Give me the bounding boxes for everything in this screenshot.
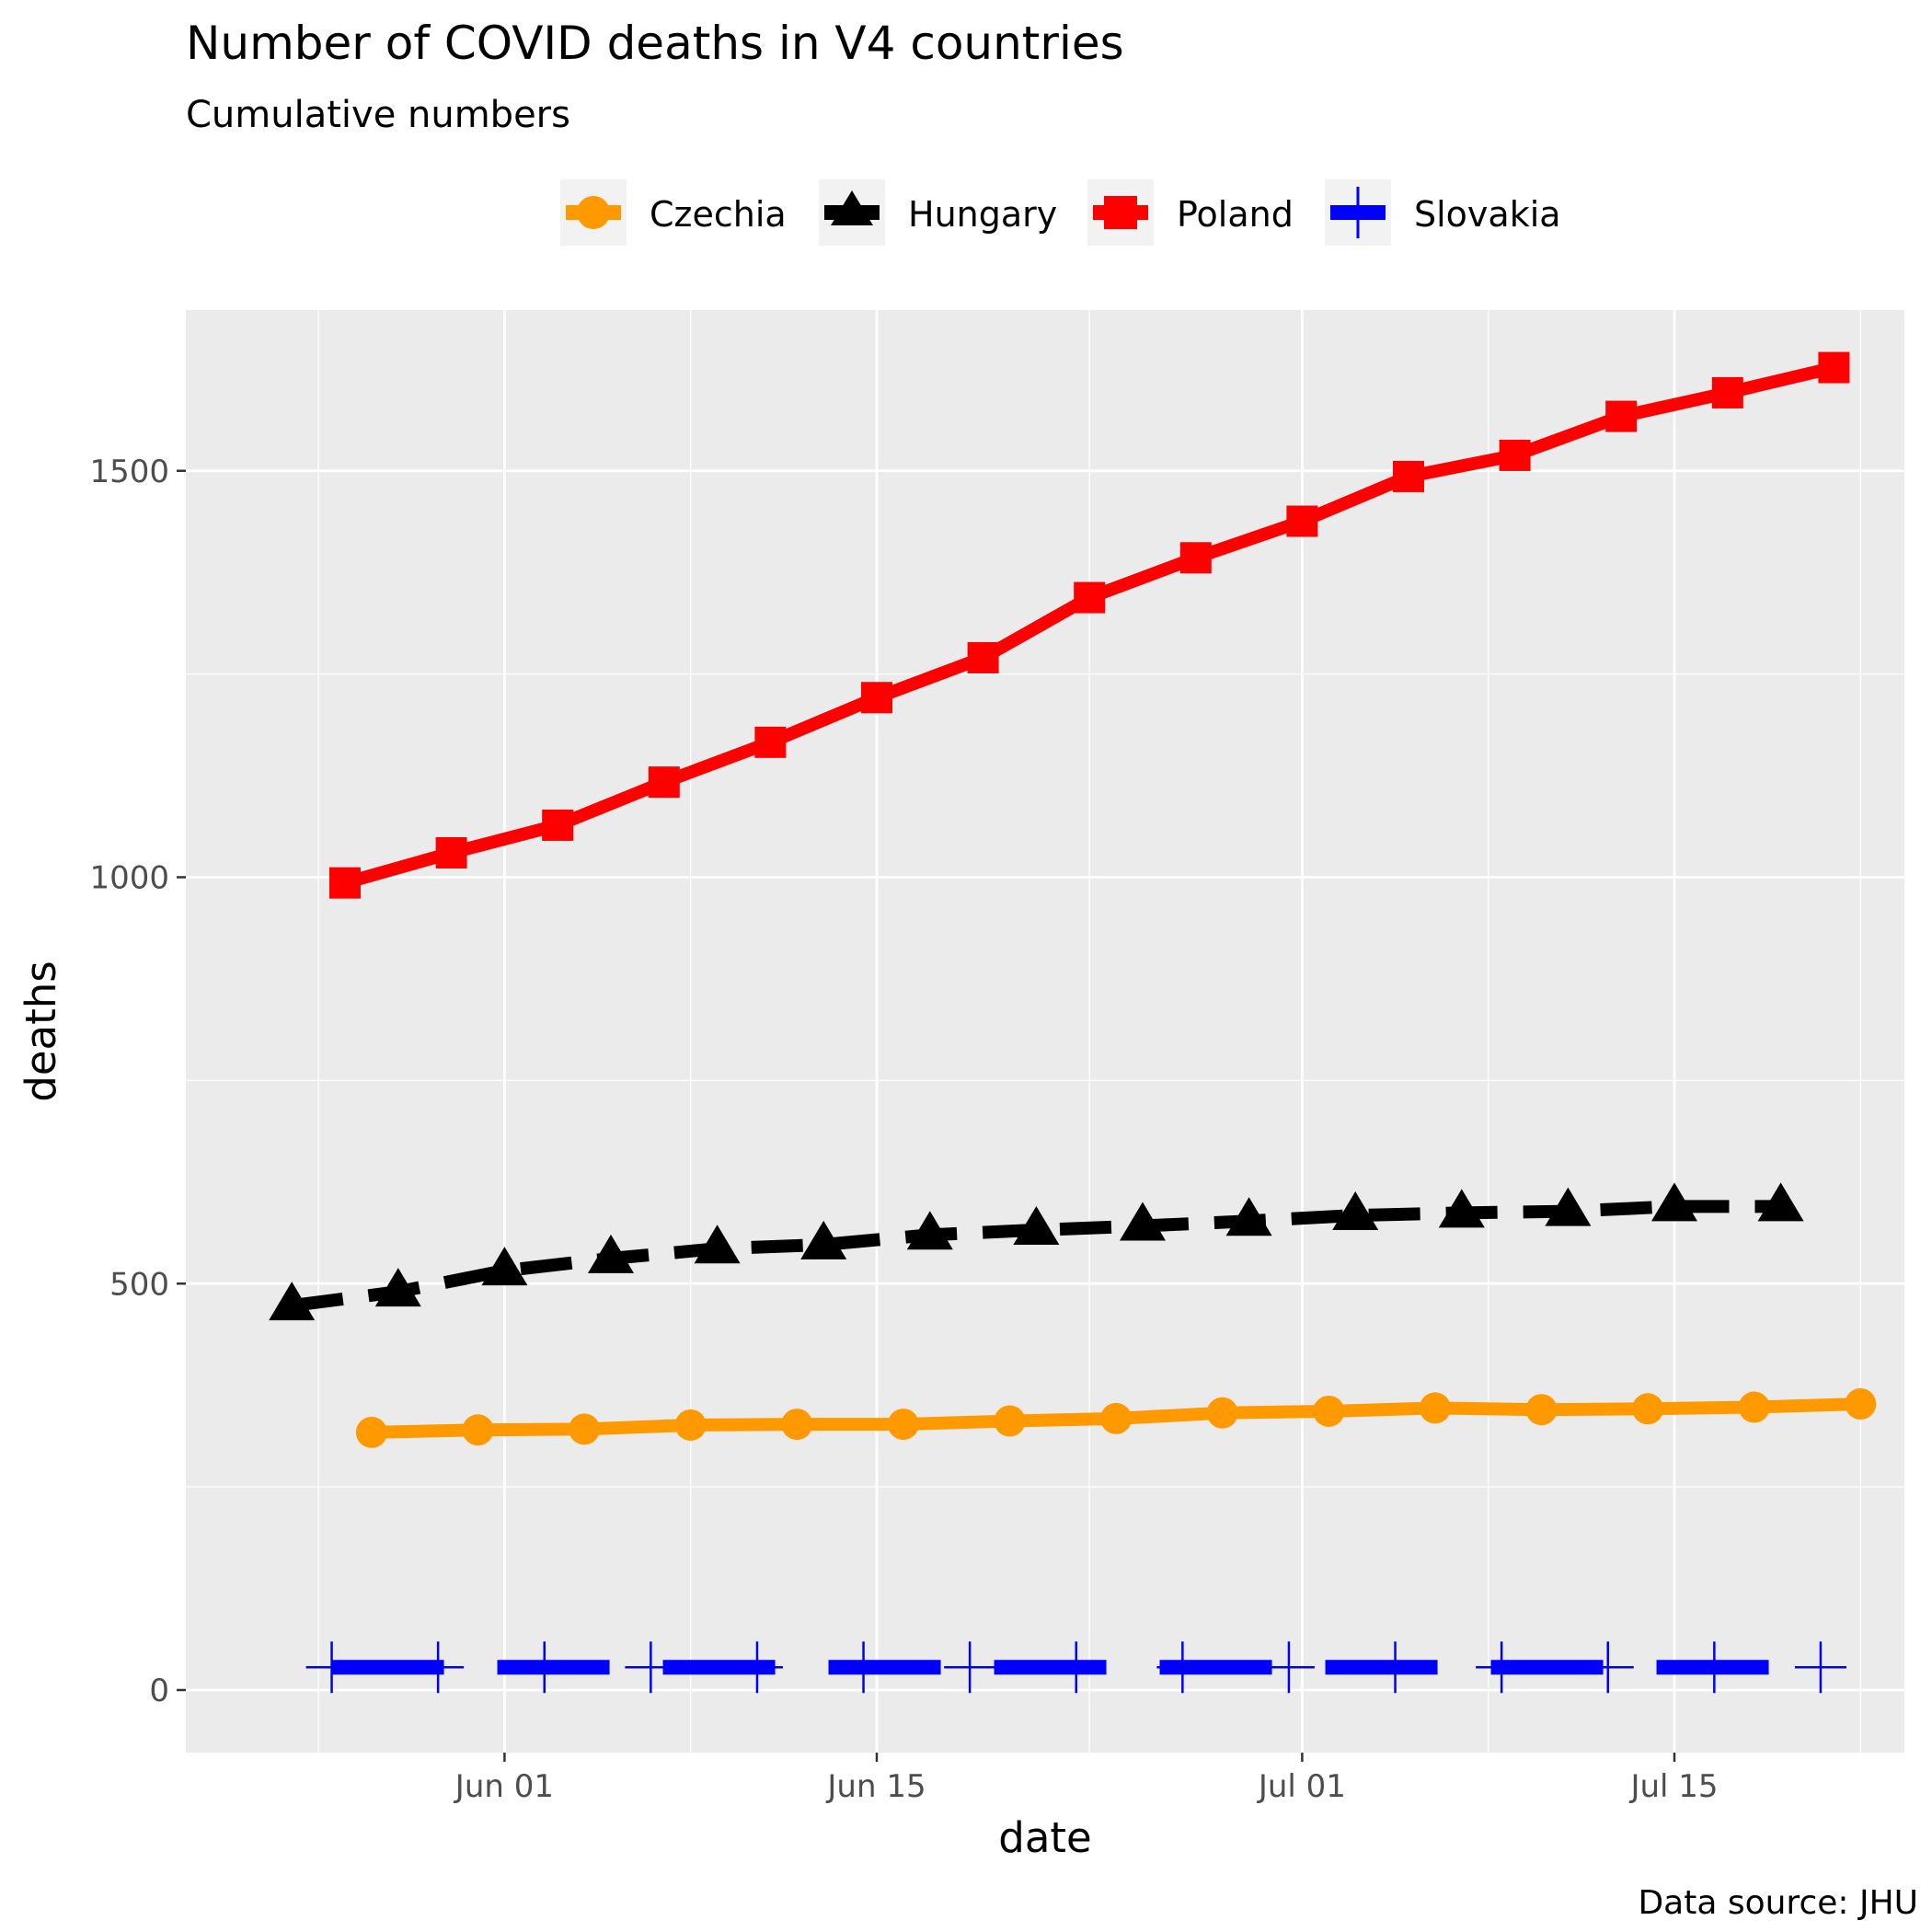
data-point-slovakia bbox=[1262, 1641, 1315, 1694]
data-point-czechia bbox=[1738, 1391, 1770, 1423]
data-point-slovakia bbox=[944, 1641, 996, 1694]
data-point-slovakia bbox=[412, 1641, 465, 1694]
data-point-hungary bbox=[906, 1211, 953, 1250]
data-point-czechia bbox=[674, 1409, 707, 1441]
data-point-slovakia bbox=[1369, 1641, 1421, 1694]
data-point-czechia bbox=[1100, 1402, 1133, 1434]
data-point-poland bbox=[542, 809, 574, 841]
data-point-hungary bbox=[1757, 1182, 1804, 1222]
chart-subtitle: Cumulative numbers bbox=[186, 94, 570, 136]
data-point-czechia bbox=[781, 1409, 813, 1441]
data-point-czechia bbox=[887, 1409, 919, 1441]
data-point-hungary bbox=[1013, 1205, 1060, 1245]
legend-label-czechia: Czechia bbox=[650, 194, 787, 235]
data-point-czechia bbox=[1632, 1393, 1664, 1425]
data-point-poland bbox=[1074, 581, 1106, 614]
y-tick-label: 500 bbox=[109, 1266, 169, 1303]
series-slovakia bbox=[305, 1641, 1846, 1694]
data-point-hungary bbox=[481, 1247, 528, 1286]
grid bbox=[186, 267, 1904, 1753]
data-point-slovakia bbox=[1156, 1641, 1209, 1694]
data-point-czechia bbox=[1845, 1388, 1877, 1420]
y-tick-label: 1500 bbox=[89, 454, 169, 490]
legend: Czechia Hungary Poland Slovakia bbox=[560, 179, 1561, 246]
series-poland bbox=[329, 351, 1850, 899]
axes: 0 500 1000 1500 Jun 01 Jun 15 Jul 01 Jul 15 bbox=[89, 454, 1718, 1805]
data-point-slovakia bbox=[1688, 1641, 1741, 1694]
x-tick-label: Jul 15 bbox=[1628, 1768, 1718, 1805]
data-point-poland bbox=[435, 836, 467, 868]
data-point-poland bbox=[1818, 351, 1850, 384]
data-point-czechia bbox=[1313, 1395, 1345, 1427]
data-point-hungary bbox=[1545, 1187, 1592, 1226]
series-czechia bbox=[355, 1388, 1877, 1448]
legend-label-slovakia: Slovakia bbox=[1414, 194, 1561, 235]
data-point-czechia bbox=[569, 1413, 601, 1445]
plot-panel bbox=[186, 310, 1904, 1753]
data-point-slovakia bbox=[1476, 1641, 1528, 1694]
data-point-hungary bbox=[1332, 1191, 1379, 1231]
data-point-poland bbox=[1179, 542, 1212, 574]
data-point-slovakia bbox=[305, 1641, 358, 1694]
data-point-czechia bbox=[994, 1405, 1026, 1437]
data-point-czechia bbox=[462, 1414, 494, 1446]
series-line-hungary bbox=[291, 1200, 1781, 1313]
legend-key-czechia-marker bbox=[577, 196, 610, 229]
data-point-slovakia bbox=[625, 1641, 677, 1694]
data-point-hungary bbox=[1651, 1182, 1697, 1222]
data-point-poland bbox=[967, 641, 999, 673]
data-point-hungary bbox=[694, 1225, 741, 1264]
data-point-hungary bbox=[1438, 1189, 1485, 1228]
data-point-poland bbox=[1605, 400, 1638, 432]
data-point-poland bbox=[329, 867, 361, 899]
series-hungary bbox=[269, 1182, 1804, 1321]
data-point-czechia bbox=[1525, 1394, 1558, 1426]
x-tick-label: Jul 01 bbox=[1257, 1768, 1346, 1805]
data-point-czechia bbox=[355, 1416, 387, 1448]
data-point-hungary bbox=[1120, 1202, 1166, 1241]
legend-label-poland: Poland bbox=[1177, 194, 1294, 235]
data-point-poland bbox=[648, 766, 680, 799]
legend-key-poland-marker bbox=[1104, 196, 1137, 229]
data-point-slovakia bbox=[837, 1641, 890, 1694]
data-point-slovakia bbox=[1581, 1641, 1634, 1694]
y-tick-label: 1000 bbox=[89, 860, 169, 897]
series-layer bbox=[269, 351, 1877, 1694]
chart-caption: Data source: JHU bbox=[1638, 1884, 1918, 1922]
data-point-hungary bbox=[588, 1234, 634, 1273]
data-point-czechia bbox=[1206, 1397, 1238, 1429]
chart-title: Number of COVID deaths in V4 countries bbox=[186, 17, 1124, 70]
x-tick-label: Jun 01 bbox=[454, 1768, 554, 1805]
data-point-slovakia bbox=[1794, 1641, 1846, 1694]
data-point-hungary bbox=[269, 1282, 316, 1321]
data-point-hungary bbox=[800, 1220, 847, 1259]
data-point-poland bbox=[754, 726, 787, 758]
y-tick-label: 0 bbox=[149, 1673, 169, 1709]
data-point-hungary bbox=[374, 1268, 421, 1307]
legend-key-hungary-marker bbox=[831, 190, 873, 225]
data-point-poland bbox=[1711, 376, 1743, 408]
data-point-poland bbox=[861, 682, 892, 714]
data-point-poland bbox=[1393, 460, 1424, 492]
data-point-slovakia bbox=[518, 1641, 570, 1694]
data-point-slovakia bbox=[730, 1641, 783, 1694]
data-point-czechia bbox=[1419, 1392, 1451, 1424]
data-point-poland bbox=[1499, 439, 1531, 471]
x-axis-title: date bbox=[998, 1813, 1091, 1862]
legend-label-hungary: Hungary bbox=[908, 194, 1057, 235]
data-point-poland bbox=[1286, 505, 1318, 537]
x-tick-label: Jun 15 bbox=[825, 1768, 926, 1805]
y-axis-title: deaths bbox=[17, 960, 65, 1101]
data-point-slovakia bbox=[1050, 1641, 1102, 1694]
data-point-hungary bbox=[1225, 1197, 1272, 1236]
